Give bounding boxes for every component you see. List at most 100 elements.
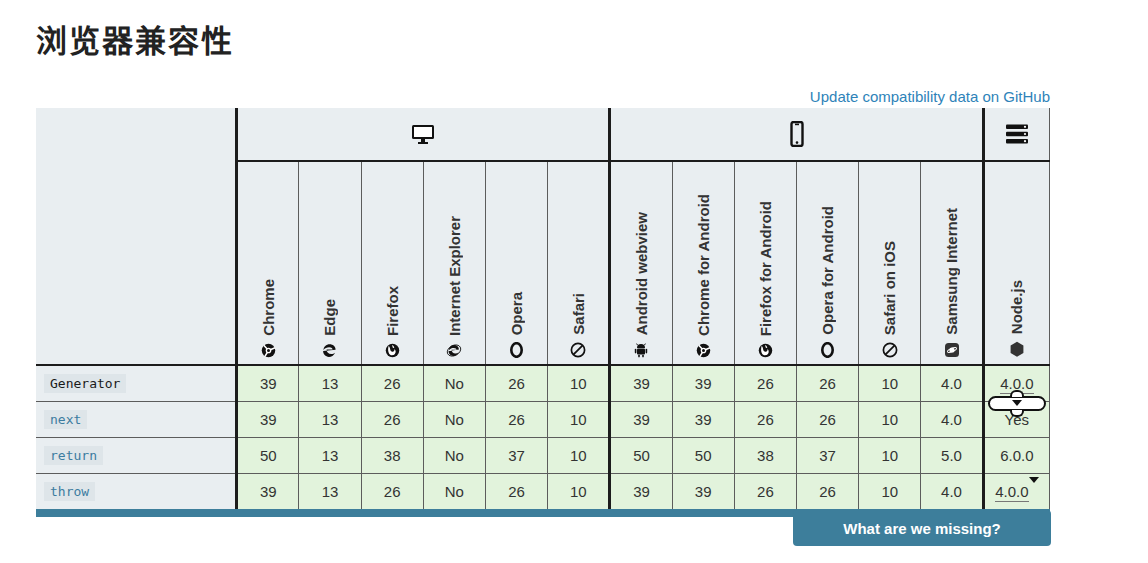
cell: 10 [548,437,610,473]
cell: 26 [361,365,423,401]
cell: 10 [548,365,610,401]
column-label: Safari on iOS [882,241,897,335]
corner-cell [36,108,237,365]
cell-nodejs: 4.0.0 [983,473,1049,509]
cell-unsupported: No [423,473,485,509]
browser-compatibility-page: 浏览器兼容性 Update compatibility data on GitH… [0,0,1148,563]
column-header-samsung-internet: Samsung Internet [921,161,983,365]
column-header-firefox: Firefox [361,161,423,365]
cell: 13 [299,365,361,401]
cell: 38 [734,437,796,473]
cell: 26 [485,473,547,509]
cell: 4.0 [921,473,983,509]
column-label: Safari [571,293,586,335]
chrome-icon [261,343,276,358]
page-title: 浏览器兼容性 [36,16,234,61]
column-header-safari: Safari [548,161,610,365]
what-are-we-missing-button[interactable]: What are we missing? [793,510,1051,546]
cell: 4.0 [921,401,983,437]
table-row-throw: throw 39 13 26 No 26 10 39 39 26 26 10 4… [36,473,1050,509]
column-header-safari-ios: Safari on iOS [859,161,921,365]
cell: 37 [485,437,547,473]
cell: 50 [610,437,672,473]
safari-icon [882,342,898,358]
cell: 39 [672,365,734,401]
cell: 38 [361,437,423,473]
column-label: Opera for Android [820,206,835,335]
server-icon [1005,123,1029,145]
cell-unsupported: No [423,365,485,401]
android-icon [633,342,649,358]
firefox-icon [758,343,773,358]
mobile-phone-icon [789,121,805,147]
cell: 26 [485,401,547,437]
cell: 26 [797,401,859,437]
column-header-chrome: Chrome [237,161,299,365]
cell: 10 [548,401,610,437]
compatibility-table: Chrome Edge Firefox Internet Explorer Op… [36,108,1050,517]
column-header-firefox-android: Firefox for Android [734,161,796,365]
cell-unsupported: No [423,401,485,437]
cell: 10 [548,473,610,509]
cell-nodejs: 4.0.0 [983,365,1049,401]
cell: 13 [299,401,361,437]
column-label: Opera [509,292,524,335]
chevron-down-icon [1012,400,1022,406]
cell: 50 [237,437,299,473]
cell: 4.0 [921,365,983,401]
column-header-internet-explorer: Internet Explorer [423,161,485,365]
mobile-group-header [610,108,983,161]
expand-notes-toggle[interactable] [988,396,1046,411]
desktop-group-header [237,108,610,161]
column-label: Chrome for Android [696,194,711,336]
cell: 5.0 [921,437,983,473]
edge-icon [322,343,337,358]
samsung-internet-icon [944,342,960,358]
table-row-generator: Generator 39 13 26 No 26 10 39 39 26 26 … [36,365,1050,401]
column-header-nodejs: Node.js [983,161,1049,365]
chrome-icon [696,343,711,358]
column-header-opera: Opera [485,161,547,365]
cell: 26 [361,401,423,437]
cell: 39 [610,365,672,401]
cell: 26 [734,401,796,437]
update-github-link[interactable]: Update compatibility data on GitHub [36,88,1050,105]
cell: 26 [797,365,859,401]
cell: 39 [672,401,734,437]
desktop-monitor-icon [411,123,435,145]
column-label: Chrome [261,279,276,336]
cell: 39 [237,401,299,437]
cell: 26 [734,365,796,401]
cell: 37 [797,437,859,473]
row-label-generator: Generator [36,365,237,401]
cell-nodejs: 6.0.0 [983,437,1049,473]
cell: 10 [859,473,921,509]
table-row-return: return 50 13 38 No 37 10 50 50 38 37 10 … [36,437,1050,473]
row-label-next: next [36,401,237,437]
internet-explorer-icon [446,343,462,358]
cell: 13 [299,437,361,473]
chevron-down-icon[interactable] [1029,477,1039,500]
cell: 26 [797,473,859,509]
column-header-android-webview: Android webview [610,161,672,365]
cell: 39 [672,473,734,509]
nodejs-icon [1009,341,1025,358]
cell: 39 [237,365,299,401]
cell-unsupported: No [423,437,485,473]
column-label: Firefox [385,286,400,336]
cell: 10 [859,365,921,401]
cell: 10 [859,437,921,473]
cell: 13 [299,473,361,509]
firefox-icon [385,343,400,358]
column-label: Firefox for Android [758,201,773,336]
table-row-next: next 39 13 26 No 26 10 39 39 26 26 10 4.… [36,401,1050,437]
column-label: Internet Explorer [447,216,462,336]
cell: 50 [672,437,734,473]
server-group-header [983,108,1049,161]
cell: 39 [610,401,672,437]
platform-group-row [36,108,1050,161]
cell: 10 [859,401,921,437]
row-label-return: return [36,437,237,473]
column-header-opera-android: Opera for Android [797,161,859,365]
opera-icon [509,342,524,358]
